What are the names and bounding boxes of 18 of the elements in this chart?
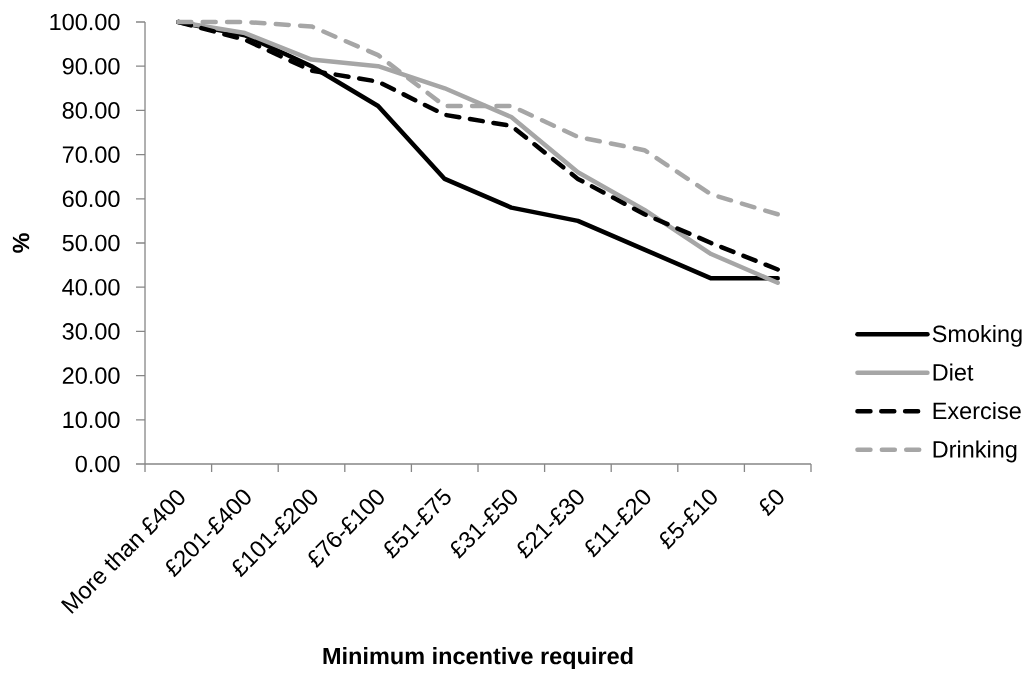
y-axis-title: % [12, 233, 30, 253]
y-tick-label: 30.00 [62, 323, 120, 340]
legend-label: Drinking [933, 440, 1017, 463]
y-tick-label: 90.00 [62, 57, 120, 75]
y-tick-label: 70.00 [62, 146, 120, 163]
y-tick-label: 100.00 [50, 13, 120, 31]
y-tick-label: 20.00 [62, 367, 120, 384]
legend-label: Diet [933, 363, 974, 381]
y-tick-label: 40.00 [62, 278, 120, 296]
legend-label: Smoking [932, 324, 1022, 347]
x-axis-title: Minimum incentive required [323, 647, 633, 669]
legend-label: Exercise [933, 401, 1021, 420]
y-tick-label: 50.00 [62, 234, 120, 252]
y-tick-label: 10.00 [63, 411, 120, 429]
x-tick-label: £0 [759, 489, 784, 517]
y-tick-label: 80.00 [62, 102, 120, 119]
y-tick-label: 0.00 [75, 455, 120, 473]
y-tick-label: 60.00 [62, 190, 120, 208]
